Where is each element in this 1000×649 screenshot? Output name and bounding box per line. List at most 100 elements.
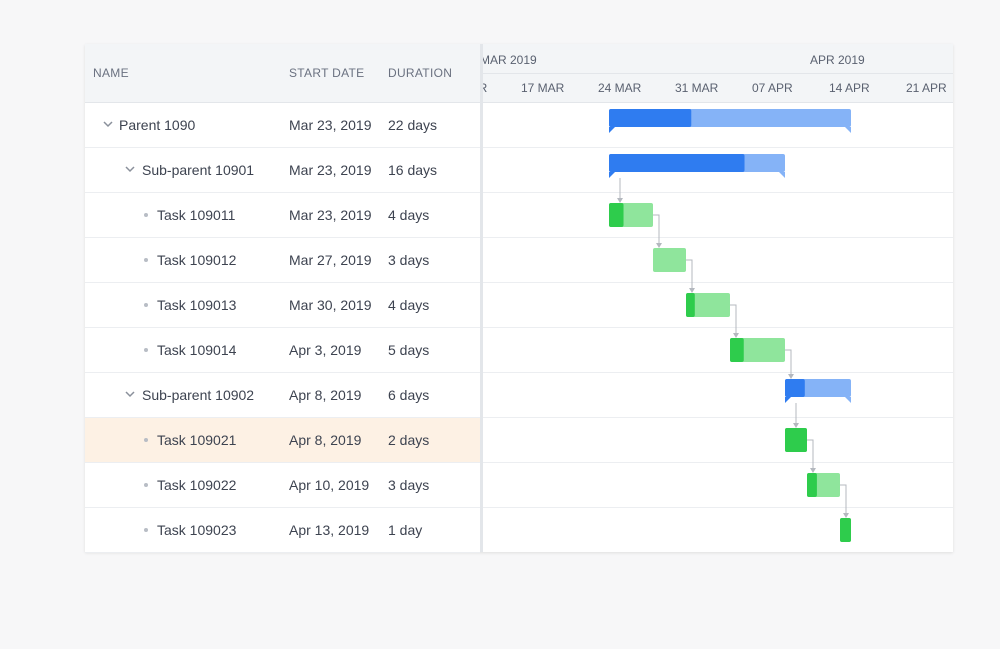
row-start-date: Apr 8, 2019 <box>289 432 362 448</box>
row-name: Task 109023 <box>157 522 237 538</box>
column-header-duration[interactable]: DURATION <box>388 66 453 80</box>
chevron-down-icon[interactable] <box>125 148 139 192</box>
arrow-down-icon <box>788 374 794 379</box>
tree-row-task[interactable]: Task 109014 Apr 3, 2019 5 days <box>85 328 480 373</box>
bullet-icon <box>144 483 148 487</box>
row-name: Task 109013 <box>157 297 237 313</box>
arrow-down-icon <box>689 288 695 293</box>
summary-bar[interactable] <box>609 154 785 178</box>
timeline-body <box>483 103 953 552</box>
arrow-down-icon <box>810 468 816 473</box>
task-bar[interactable] <box>653 248 686 272</box>
task-bar[interactable] <box>730 338 785 362</box>
row-duration: 4 days <box>388 297 430 313</box>
bullet-icon <box>144 258 148 262</box>
dependency-link[interactable] <box>730 304 737 334</box>
bullet-icon <box>144 213 148 217</box>
row-start-date: Mar 23, 2019 <box>289 117 372 133</box>
dependency-link[interactable] <box>840 484 847 514</box>
row-name: Task 109014 <box>157 342 237 358</box>
tree-row-task[interactable]: Task 109013 Mar 30, 2019 4 days <box>85 283 480 328</box>
tree-row-task[interactable]: Task 109023 Apr 13, 2019 1 day <box>85 508 480 553</box>
arrow-down-icon <box>843 513 849 518</box>
task-bar[interactable] <box>807 473 840 497</box>
row-start-date: Mar 30, 2019 <box>289 297 372 313</box>
timeline-row <box>483 418 953 463</box>
dependency-link[interactable] <box>686 259 693 289</box>
timeline-header: MAR 2019 APR 2019 10 MAR 17 MAR 24 MAR 31 MAR… <box>483 44 953 103</box>
chevron-down-icon[interactable] <box>125 373 139 417</box>
gantt-chart: NAME START DATE DURATION Parent 1090 Mar … <box>85 44 953 553</box>
tree-row-task[interactable]: Task 109021 Apr 8, 2019 2 days <box>85 418 480 463</box>
timeline-row <box>483 283 953 328</box>
row-start-date: Apr 8, 2019 <box>289 387 362 403</box>
arrow-down-icon <box>656 243 662 248</box>
column-header-name[interactable]: NAME <box>93 66 129 80</box>
week-label: 24 MAR <box>598 81 642 95</box>
bullet-icon <box>144 303 148 307</box>
week-label: 14 APR <box>829 81 870 95</box>
grid-header: NAME START DATE DURATION <box>85 44 480 103</box>
row-name: Task 109021 <box>157 432 237 448</box>
row-name: Parent 1090 <box>119 117 196 133</box>
row-start-date: Mar 23, 2019 <box>289 162 372 178</box>
row-duration: 3 days <box>388 252 430 268</box>
month-label: MAR 2019 <box>483 53 537 67</box>
timeline-row <box>483 103 953 148</box>
week-label: 21 APR <box>906 81 947 95</box>
tree-row-task[interactable]: Task 109011 Mar 23, 2019 4 days <box>85 193 480 238</box>
row-name: Sub-parent 10901 <box>142 162 255 178</box>
row-name: Sub-parent 10902 <box>142 387 255 403</box>
row-name: Task 109012 <box>157 252 237 268</box>
row-duration: 2 days <box>388 432 430 448</box>
row-start-date: Apr 10, 2019 <box>289 477 370 493</box>
row-name: Task 109022 <box>157 477 237 493</box>
timeline-row <box>483 373 953 418</box>
row-duration: 5 days <box>388 342 430 358</box>
row-duration: 4 days <box>388 207 430 223</box>
tree-row-task[interactable]: Task 109022 Apr 10, 2019 3 days <box>85 463 480 508</box>
task-bar[interactable] <box>840 518 851 542</box>
row-start-date: Apr 13, 2019 <box>289 522 370 538</box>
task-bar[interactable] <box>609 203 653 227</box>
summary-bar[interactable] <box>609 109 851 133</box>
week-label: 31 MAR <box>675 81 719 95</box>
tree-row-parent[interactable]: Sub-parent 10901 Mar 23, 2019 16 days <box>85 148 480 193</box>
dependency-link[interactable] <box>807 439 814 469</box>
gantt-bars <box>609 109 851 542</box>
tree-row-parent[interactable]: Parent 1090 Mar 23, 2019 22 days <box>85 103 480 148</box>
timeline-header-divider <box>483 73 953 74</box>
arrow-down-icon <box>793 423 799 428</box>
timeline-row <box>483 463 953 508</box>
row-name: Task 109011 <box>157 207 236 223</box>
task-bar[interactable] <box>785 428 807 452</box>
bullet-icon <box>144 528 148 532</box>
tree-row-parent[interactable]: Sub-parent 10902 Apr 8, 2019 6 days <box>85 373 480 418</box>
week-label: 07 APR <box>752 81 793 95</box>
bullet-icon <box>144 438 148 442</box>
column-header-start-date[interactable]: START DATE <box>289 66 365 80</box>
row-duration: 3 days <box>388 477 430 493</box>
dependency-link[interactable] <box>785 349 792 375</box>
tree-row-task[interactable]: Task 109012 Mar 27, 2019 3 days <box>85 238 480 283</box>
row-duration: 16 days <box>388 162 438 178</box>
chevron-down-icon[interactable] <box>103 103 117 147</box>
summary-bar[interactable] <box>785 379 851 403</box>
row-duration: 6 days <box>388 387 430 403</box>
bullet-icon <box>144 348 148 352</box>
row-start-date: Apr 3, 2019 <box>289 342 362 358</box>
week-label: 17 MAR <box>521 81 565 95</box>
timeline-row <box>483 238 953 283</box>
row-duration: 22 days <box>388 117 438 133</box>
timeline-row <box>483 148 953 193</box>
month-label: APR 2019 <box>810 53 865 67</box>
arrow-down-icon <box>733 333 739 338</box>
task-bar[interactable] <box>686 293 730 317</box>
row-start-date: Mar 27, 2019 <box>289 252 372 268</box>
row-start-date: Mar 23, 2019 <box>289 207 372 223</box>
timeline-row <box>483 328 953 373</box>
row-duration: 1 day <box>388 522 423 538</box>
timeline: MAR 2019 APR 2019 10 MAR 17 MAR 24 MAR 31 MAR… <box>483 44 953 552</box>
task-grid: NAME START DATE DURATION Parent 1090 Mar … <box>85 44 483 553</box>
dependency-link[interactable] <box>653 214 660 244</box>
